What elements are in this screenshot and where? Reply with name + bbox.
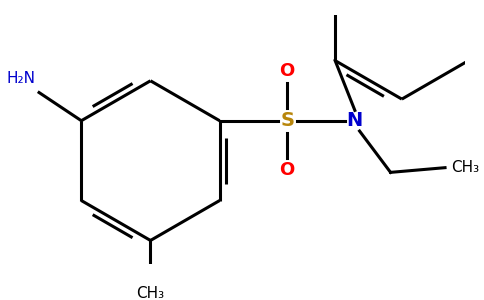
Text: O: O — [280, 62, 295, 80]
Text: CH₃: CH₃ — [136, 286, 165, 300]
Text: CH₃: CH₃ — [451, 160, 479, 175]
Text: N: N — [347, 111, 363, 130]
Text: S: S — [280, 111, 294, 130]
Text: O: O — [280, 161, 295, 179]
Text: H₂N: H₂N — [6, 71, 35, 86]
